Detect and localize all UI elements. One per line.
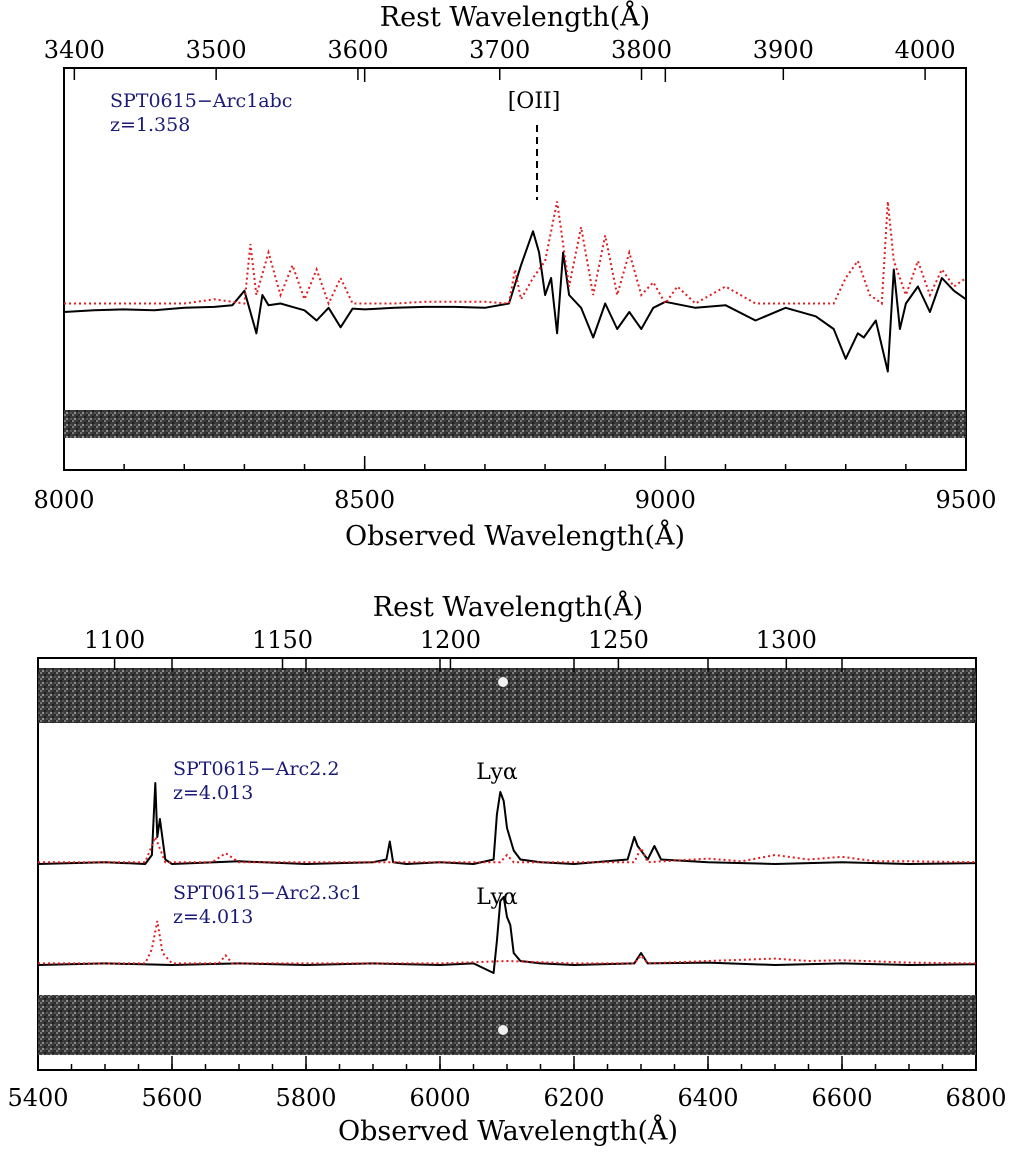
top-plot-frame xyxy=(63,67,967,471)
observed-tick-label: 6800 xyxy=(945,1084,1006,1112)
arc23-object-name: SPT0615−Arc2.3c1 xyxy=(173,882,362,904)
top-rest-axis-title: Rest Wavelength(Å) xyxy=(380,0,650,33)
arc23-redshift-label: z=4.013 xyxy=(173,906,253,928)
bottom-observed-tick-labels: 5400 5600 5800 6000 6200 6400 6600 6800 xyxy=(7,1084,1006,1112)
arc23-object-spectrum-line xyxy=(37,896,977,974)
lya-2d-emission-lower xyxy=(498,1025,508,1035)
top-observed-axis-title: Observed Wavelength(Å) xyxy=(345,519,685,552)
oii-line-label: [OII] xyxy=(508,89,561,114)
arc22-object-spectrum-line xyxy=(37,782,977,865)
top-object-spectrum-line xyxy=(63,230,967,373)
observed-tick-label: 8000 xyxy=(33,486,94,514)
bottom-panel: Rest Wavelength(Å) 1100 1150 1200 1250 1300 … xyxy=(7,590,1006,1147)
arc22-sky-spectrum-line xyxy=(38,834,977,864)
top-object-name: SPT0615−Arc1abc xyxy=(110,90,292,112)
observed-tick-label: 6000 xyxy=(409,1084,470,1112)
bottom-2d-spectrum-strip-lower xyxy=(38,995,976,1055)
arc22-redshift-label: z=4.013 xyxy=(173,782,253,804)
arc23-sky-spectrum-line xyxy=(38,920,977,965)
lya-2d-emission-upper xyxy=(498,677,508,687)
bottom-2d-spectrum-strip-upper xyxy=(38,668,976,723)
rest-tick-label: 1150 xyxy=(252,626,313,654)
rest-tick-label: 1100 xyxy=(84,626,145,654)
bottom-rest-axis-title: Rest Wavelength(Å) xyxy=(373,590,643,623)
observed-tick-label: 8500 xyxy=(334,486,395,514)
arc22-lya-label: Lyα xyxy=(476,760,518,785)
rest-tick-label: 1200 xyxy=(420,626,481,654)
top-panel: Rest Wavelength(Å) 3400 3500 3600 3700 3800 3… xyxy=(33,0,996,552)
top-redshift-label: z=1.358 xyxy=(110,114,190,136)
arc23-lya-label: Lyα xyxy=(476,885,518,910)
observed-tick-label: 9500 xyxy=(935,486,996,514)
rest-tick-label: 3700 xyxy=(469,36,530,64)
observed-tick-label: 6400 xyxy=(677,1084,738,1112)
observed-tick-label: 5600 xyxy=(141,1084,202,1112)
rest-tick-label: 3600 xyxy=(327,36,388,64)
observed-tick-label: 5400 xyxy=(7,1084,68,1112)
observed-tick-label: 5800 xyxy=(275,1084,336,1112)
observed-tick-label: 9000 xyxy=(635,486,696,514)
top-2d-spectrum-strip xyxy=(64,410,966,438)
rest-tick-label: 3800 xyxy=(611,36,672,64)
observed-tick-label: 6200 xyxy=(543,1084,604,1112)
top-rest-tick-labels: 3400 3500 3600 3700 3800 3900 4000 xyxy=(44,36,956,64)
bottom-observed-axis-title: Observed Wavelength(Å) xyxy=(338,1114,678,1147)
top-plot-area xyxy=(63,68,967,470)
bottom-rest-tick-labels: 1100 1150 1200 1250 1300 xyxy=(84,626,817,654)
rest-tick-label: 3500 xyxy=(186,36,247,64)
top-sky-spectrum-line xyxy=(64,201,967,307)
rest-tick-label: 1250 xyxy=(588,626,649,654)
observed-tick-label: 6600 xyxy=(811,1084,872,1112)
rest-tick-label: 1300 xyxy=(756,626,817,654)
arc22-object-name: SPT0615−Arc2.2 xyxy=(173,758,339,780)
bottom-plot-area xyxy=(37,658,977,1070)
top-observed-tick-labels: 8000 8500 9000 9500 xyxy=(33,486,996,514)
rest-tick-label: 3400 xyxy=(44,36,105,64)
rest-tick-label: 3900 xyxy=(753,36,814,64)
rest-tick-label: 4000 xyxy=(895,36,956,64)
